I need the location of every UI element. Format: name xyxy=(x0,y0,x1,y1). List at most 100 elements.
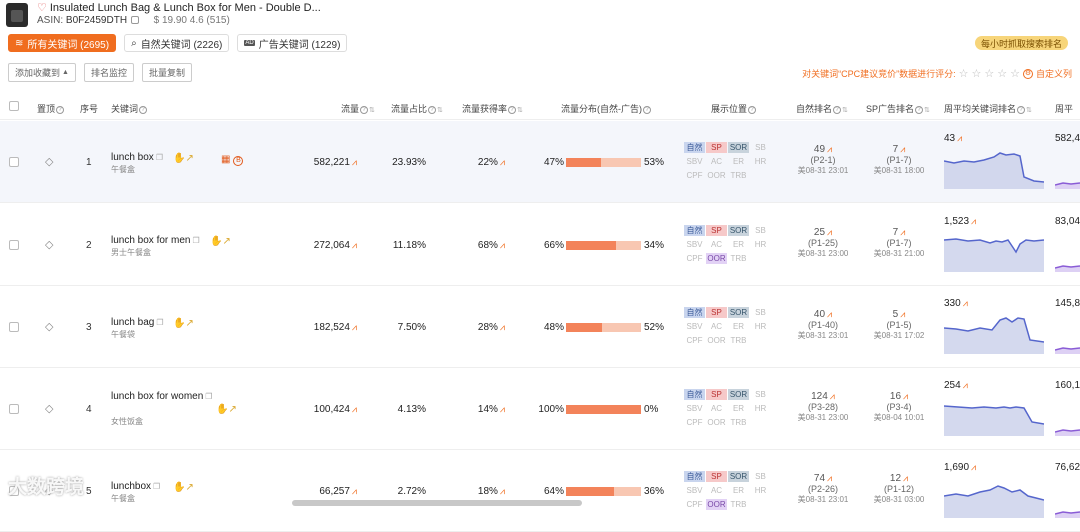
trend-chart-icon[interactable]: ⩘ xyxy=(351,486,357,496)
pin-tag-icon[interactable]: ◇ xyxy=(45,403,54,415)
help-icon[interactable]: ? xyxy=(428,105,437,114)
star-icon[interactable]: ☆ xyxy=(997,68,1008,80)
help-icon[interactable]: ? xyxy=(748,105,757,114)
row-checkbox[interactable] xyxy=(9,322,19,332)
keyword-text[interactable]: lunch box ❐ xyxy=(111,152,163,163)
product-title[interactable]: Insulated Lunch Bag & Lunch Box for Men … xyxy=(49,2,321,14)
star-icon[interactable]: ☆ xyxy=(971,68,982,80)
pin-tag-icon[interactable]: ◇ xyxy=(45,239,54,251)
copy-icon[interactable]: ❐ xyxy=(155,153,163,162)
sort-icon[interactable]: ⇅ xyxy=(517,107,523,114)
help-icon[interactable]: ? xyxy=(508,105,517,114)
trend-chart-icon[interactable]: ⩘ xyxy=(900,227,906,237)
trend-chart-icon[interactable]: ⩘ xyxy=(827,473,833,483)
sp-rank[interactable]: 16 ⩘ (P3-4) 美08-04 10:01 xyxy=(873,391,925,422)
select-all-checkbox[interactable] xyxy=(9,101,19,111)
keyword-text[interactable]: lunch bag ❐ xyxy=(111,317,164,328)
trend-chart-icon[interactable]: ⩘ xyxy=(900,144,906,154)
keyword-text[interactable]: lunchbox ❐ xyxy=(111,481,161,492)
organic-rank[interactable]: 25 ⩘ (P1-25) 美08-31 23:00 xyxy=(797,227,849,258)
col-sp-rank[interactable]: SP广告排名? ⇅ xyxy=(866,104,930,114)
copy-icon[interactable] xyxy=(130,16,139,25)
col-traffic-share[interactable]: 流量占比? ⇅ xyxy=(391,104,443,114)
custom-columns-button[interactable]: 自定义列 xyxy=(1035,69,1072,79)
brand-icon[interactable]: B xyxy=(233,156,244,166)
keyword-text[interactable]: lunch box for men ❐ xyxy=(111,235,200,246)
help-icon[interactable]: ? xyxy=(56,105,65,114)
keyword-tool-icons[interactable]: ✋↗ xyxy=(210,236,231,247)
trend-chart-icon[interactable]: ⩘ xyxy=(351,240,357,250)
hourly-rank-badge[interactable]: 每小时抓取搜索排名 xyxy=(974,36,1068,50)
horizontal-scrollbar[interactable] xyxy=(292,500,582,506)
sp-rank[interactable]: 12 ⩘ (P1-12) 美08-31 03:00 xyxy=(873,473,925,504)
organic-rank[interactable]: 40 ⩘ (P1-40) 美08-31 23:01 xyxy=(797,309,849,340)
asin-value[interactable]: B0F2459DTH xyxy=(65,15,128,26)
tab-organic-keywords[interactable]: ⌕ 自然关键词 (2226) xyxy=(124,34,230,52)
trend-chart-icon[interactable]: ⩘ xyxy=(962,380,968,390)
trend-chart-icon[interactable]: ⩘ xyxy=(351,322,357,332)
trend-chart-icon[interactable]: ⩘ xyxy=(499,322,505,332)
sp-rank[interactable]: 5 ⩘ (P1-5) 美08-31 17:02 xyxy=(873,309,925,340)
weekly-rank-sparkline[interactable] xyxy=(944,476,1044,518)
weekly-rank-sparkline[interactable] xyxy=(944,230,1044,272)
weekly-rank-sparkline[interactable] xyxy=(944,147,1044,189)
help-icon[interactable]: ? xyxy=(360,105,369,114)
copy-icon[interactable]: ❐ xyxy=(153,482,161,491)
weekly-rank-sparkline[interactable] xyxy=(944,394,1044,436)
keyword-text[interactable]: lunch box for women ❐ xyxy=(111,391,213,402)
table-row[interactable]: ◇ 5 lunchbox ❐ 午餐盒 ✋↗ 66,257 ⩘ 2.72% 18% ⩘ … xyxy=(0,450,1080,532)
help-icon[interactable]: ? xyxy=(833,105,842,114)
trend-chart-icon[interactable]: ⩘ xyxy=(499,157,505,167)
sp-rank[interactable]: 7 ⩘ (P1-7) 美08-31 21:00 xyxy=(873,227,925,258)
product-thumbnail[interactable] xyxy=(6,3,28,27)
sort-icon[interactable]: ⇅ xyxy=(437,107,443,114)
trend-chart-icon[interactable]: ⩘ xyxy=(900,309,906,319)
table-row[interactable]: ◇ 4 lunch box for women ❐ 女性饭盒 ✋↗ 100,424… xyxy=(0,368,1080,450)
copy-icon[interactable]: ❐ xyxy=(156,318,164,327)
col-organic-rank[interactable]: 自然排名? ⇅ xyxy=(796,104,848,114)
extra-icons[interactable]: ▦ B xyxy=(221,154,244,166)
star-icon[interactable]: ☆ xyxy=(984,68,995,80)
pin-tag-icon[interactable]: ◇ xyxy=(45,485,54,497)
pin-tag-icon[interactable]: ◇ xyxy=(45,156,54,168)
trend-chart-icon[interactable]: ⩘ xyxy=(957,133,963,143)
col-traffic-win[interactable]: 流量获得率? ⇅ xyxy=(462,104,523,114)
table-row[interactable]: ◇ 1 lunch box ❐ 午餐盒 ✋↗ ▦ B 582,221 ⩘ 23.93%… xyxy=(0,121,1080,203)
help-icon[interactable]: ? xyxy=(1017,105,1026,114)
sort-icon[interactable]: ⇅ xyxy=(924,107,930,114)
sort-icon[interactable]: ⇅ xyxy=(1026,107,1032,114)
grid-icon[interactable]: ▦ xyxy=(221,154,231,165)
sp-rank[interactable]: 7 ⩘ (P1-7) 美08-31 18:00 xyxy=(873,144,925,175)
star-icon[interactable]: ☆ xyxy=(958,68,969,80)
trend-chart-icon[interactable]: ⩘ xyxy=(971,462,977,472)
rank-monitor-button[interactable]: 排名监控 xyxy=(83,63,134,82)
col-weekly-rank[interactable]: 周平均关键词排名? ⇅ xyxy=(944,104,1032,114)
sort-icon[interactable]: ⇅ xyxy=(369,107,375,114)
trend-chart-icon[interactable]: ⩘ xyxy=(962,298,968,308)
pin-tag-icon[interactable]: ◇ xyxy=(45,321,54,333)
trend-chart-icon[interactable]: ⩘ xyxy=(827,227,833,237)
row-checkbox[interactable] xyxy=(9,157,19,167)
organic-rank[interactable]: 124 ⩘ (P3-28) 美08-31 23:00 xyxy=(797,391,849,422)
keyword-tool-icons[interactable]: ✋↗ xyxy=(173,318,194,329)
trend-chart-icon[interactable]: ⩘ xyxy=(499,486,505,496)
sort-icon[interactable]: ⇅ xyxy=(842,107,848,114)
table-row[interactable]: ◇ 2 lunch box for men ❐ 男士午餐盒 ✋↗ 272,064 ⩘… xyxy=(0,204,1080,286)
trend-chart-icon[interactable]: ⩘ xyxy=(499,240,505,250)
trend-chart-icon[interactable]: ⩘ xyxy=(351,404,357,414)
keyword-tool-icons[interactable]: ✋↗ xyxy=(173,153,194,164)
trend-chart-icon[interactable]: ⩘ xyxy=(827,309,833,319)
add-collect-button[interactable]: 添加收藏到 ▲ xyxy=(8,63,76,82)
col-traffic[interactable]: 流量? ⇅ xyxy=(341,104,375,114)
row-checkbox[interactable] xyxy=(9,404,19,414)
row-checkbox[interactable] xyxy=(9,486,19,496)
product-title-line[interactable]: ♡ Insulated Lunch Bag & Lunch Box for Men… xyxy=(37,1,321,14)
row-checkbox[interactable] xyxy=(9,240,19,250)
weekly-rank-value[interactable]: 43 ⩘ xyxy=(944,133,963,144)
star-icon[interactable]: ☆ xyxy=(1010,68,1020,80)
settings-icon[interactable]: ⚙ xyxy=(1022,68,1033,79)
organic-rank[interactable]: 49 ⩘ (P2-1) 美08-31 23:01 xyxy=(797,144,849,175)
trend-chart-icon[interactable]: ⩘ xyxy=(903,391,909,401)
trend-chart-icon[interactable]: ⩘ xyxy=(903,473,909,483)
batch-copy-button[interactable]: 批量复制 xyxy=(141,63,192,82)
